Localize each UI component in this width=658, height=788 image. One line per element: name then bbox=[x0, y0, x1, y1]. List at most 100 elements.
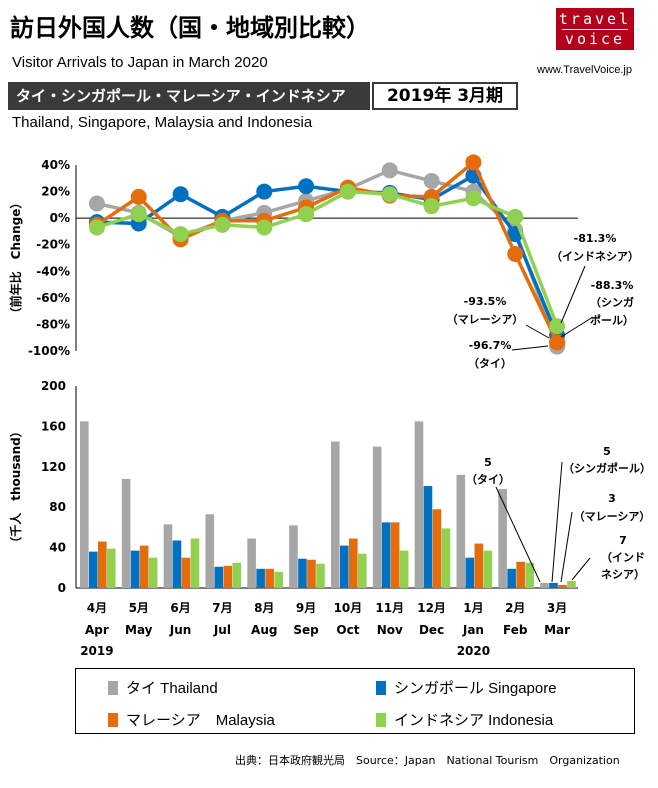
line-point-thailand bbox=[88, 195, 105, 212]
bar-category-label-jp: 11月 bbox=[375, 601, 404, 615]
line-annotation-label: （タイ） bbox=[468, 357, 512, 370]
bar-category-label-jp: 7月 bbox=[212, 601, 232, 615]
bar-singapore bbox=[507, 568, 516, 588]
bar-singapore bbox=[256, 568, 265, 588]
bar-indonesia bbox=[274, 571, 283, 588]
bar-singapore bbox=[381, 522, 391, 588]
bar-annotation-leader bbox=[495, 486, 541, 583]
line-point-malaysia bbox=[549, 334, 566, 351]
bar-malaysia bbox=[558, 584, 567, 588]
line-annotation-value: -93.5% bbox=[464, 295, 507, 308]
legend-item-malaysia: マレーシア Malaysia bbox=[108, 709, 275, 730]
bar-thailand bbox=[289, 525, 298, 588]
bar-malaysia bbox=[432, 509, 442, 588]
bar-singapore bbox=[340, 545, 349, 588]
bar-category-label-en: Feb bbox=[503, 623, 528, 637]
bar-category-label-jp: 3月 bbox=[547, 601, 567, 615]
bar-thailand bbox=[247, 538, 256, 588]
bar-annotation-label: （マレーシア） bbox=[574, 510, 651, 523]
line-point-indonesia bbox=[172, 226, 189, 243]
bar-ytick-label: 120 bbox=[41, 460, 66, 474]
bar-ytick-label: 80 bbox=[49, 500, 66, 514]
bar-category-label-en: Oct bbox=[336, 623, 359, 637]
bar-category-label-jp: 2月 bbox=[505, 601, 525, 615]
line-point-indonesia bbox=[465, 190, 482, 207]
bar-thailand bbox=[205, 514, 215, 588]
bar-category-label-en: Jan bbox=[462, 623, 484, 637]
line-annotation-leader bbox=[560, 316, 594, 338]
bar-ylabel: （千人 thousand） bbox=[8, 425, 23, 548]
bar-indonesia bbox=[190, 538, 200, 588]
charts-canvas: 40% 20% 0% -20% -40% -60% -80% -100% （前年比 Change… bbox=[8, 154, 651, 658]
bar-malaysia bbox=[349, 538, 358, 588]
bar-singapore bbox=[89, 551, 98, 588]
line-annotation-leader bbox=[525, 324, 550, 339]
bar-annotation-value: 5 bbox=[603, 445, 611, 458]
line-point-indonesia bbox=[88, 219, 105, 236]
bar-annotation-label: （タイ） bbox=[466, 473, 510, 486]
bar-thailand bbox=[372, 446, 382, 588]
legend: タイ Thailand シンガポール Singapore マレーシア Malay… bbox=[75, 668, 635, 734]
bar-annotation-label: （インド bbox=[601, 551, 645, 564]
bar-malaysia bbox=[390, 522, 400, 588]
line-ytick-label: -20% bbox=[36, 238, 70, 252]
bar-year-label: 2019 bbox=[80, 644, 113, 658]
bar-thailand bbox=[163, 524, 173, 588]
legend-item-indonesia: インドネシア Indonesia bbox=[376, 709, 553, 730]
bar-malaysia bbox=[516, 561, 525, 588]
line-point-indonesia bbox=[339, 183, 356, 200]
bar-category-label-jp: 9月 bbox=[296, 601, 316, 615]
line-point-indonesia bbox=[507, 208, 524, 225]
bar-singapore bbox=[214, 566, 224, 588]
bar-thailand bbox=[498, 489, 507, 588]
logo-text-travel: travel bbox=[558, 10, 632, 28]
legend-swatch-thailand bbox=[108, 681, 118, 695]
line-series-singapore bbox=[96, 173, 559, 337]
bar-category-label-jp: 12月 bbox=[417, 601, 446, 615]
bar-year-label: 2020 bbox=[457, 644, 490, 658]
line-annotation-value: -88.3% bbox=[591, 279, 634, 292]
line-ytick-label: -40% bbox=[36, 264, 70, 278]
logo-text-voice: voice bbox=[562, 29, 628, 49]
line-point-thailand bbox=[423, 172, 440, 189]
bar-singapore bbox=[298, 558, 307, 588]
bar-malaysia bbox=[474, 543, 484, 588]
bar-thailand bbox=[540, 582, 549, 588]
line-annotation-value: -96.7% bbox=[469, 339, 512, 352]
line-point-indonesia bbox=[423, 198, 440, 215]
legend-label-singapore: シンガポール Singapore bbox=[394, 680, 557, 697]
countries-subtitle: Thailand, Singapore, Malaysia and Indone… bbox=[12, 114, 313, 131]
bar-category-label-en: Nov bbox=[377, 623, 403, 637]
site-url: www.TravelVoice.jp bbox=[537, 64, 632, 76]
page-title: 訪日外国人数（国・地域別比較） bbox=[10, 14, 370, 42]
bar-indonesia bbox=[358, 553, 367, 588]
bar-annotation-value: 5 bbox=[484, 456, 492, 469]
bar-ytick-label: 160 bbox=[41, 419, 66, 433]
bar-category-label-en: Apr bbox=[85, 623, 109, 637]
bar-singapore bbox=[130, 550, 140, 588]
line-ytick-label: -80% bbox=[36, 317, 70, 331]
bar-annotation-value: 7 bbox=[619, 534, 627, 547]
bar-ytick-label: 40 bbox=[49, 541, 66, 555]
legend-item-thailand: タイ Thailand bbox=[108, 677, 218, 698]
bar-category-label-jp: 10月 bbox=[334, 601, 363, 615]
bar-indonesia bbox=[107, 548, 116, 588]
travelvoice-logo: travel voice bbox=[556, 8, 634, 50]
line-point-singapore bbox=[256, 183, 273, 200]
bar-category-label-en: May bbox=[125, 623, 153, 637]
line-point-indonesia bbox=[214, 216, 231, 233]
bar-thailand bbox=[414, 421, 424, 588]
bar-indonesia bbox=[483, 550, 493, 588]
bar-category-label-en: Jul bbox=[213, 623, 231, 637]
bar-singapore bbox=[423, 485, 433, 588]
line-point-indonesia bbox=[549, 318, 566, 335]
legend-swatch-malaysia bbox=[108, 713, 118, 727]
bar-malaysia bbox=[265, 568, 274, 588]
bar-ytick-label: 200 bbox=[41, 379, 66, 393]
line-ytick-label: -60% bbox=[36, 291, 70, 305]
bar-indonesia bbox=[441, 528, 451, 588]
bar-category-label-en: Jun bbox=[169, 623, 192, 637]
bar-indonesia bbox=[525, 562, 534, 588]
line-ylabel: （前年比 Change） bbox=[8, 197, 23, 320]
line-point-thailand bbox=[381, 162, 398, 179]
